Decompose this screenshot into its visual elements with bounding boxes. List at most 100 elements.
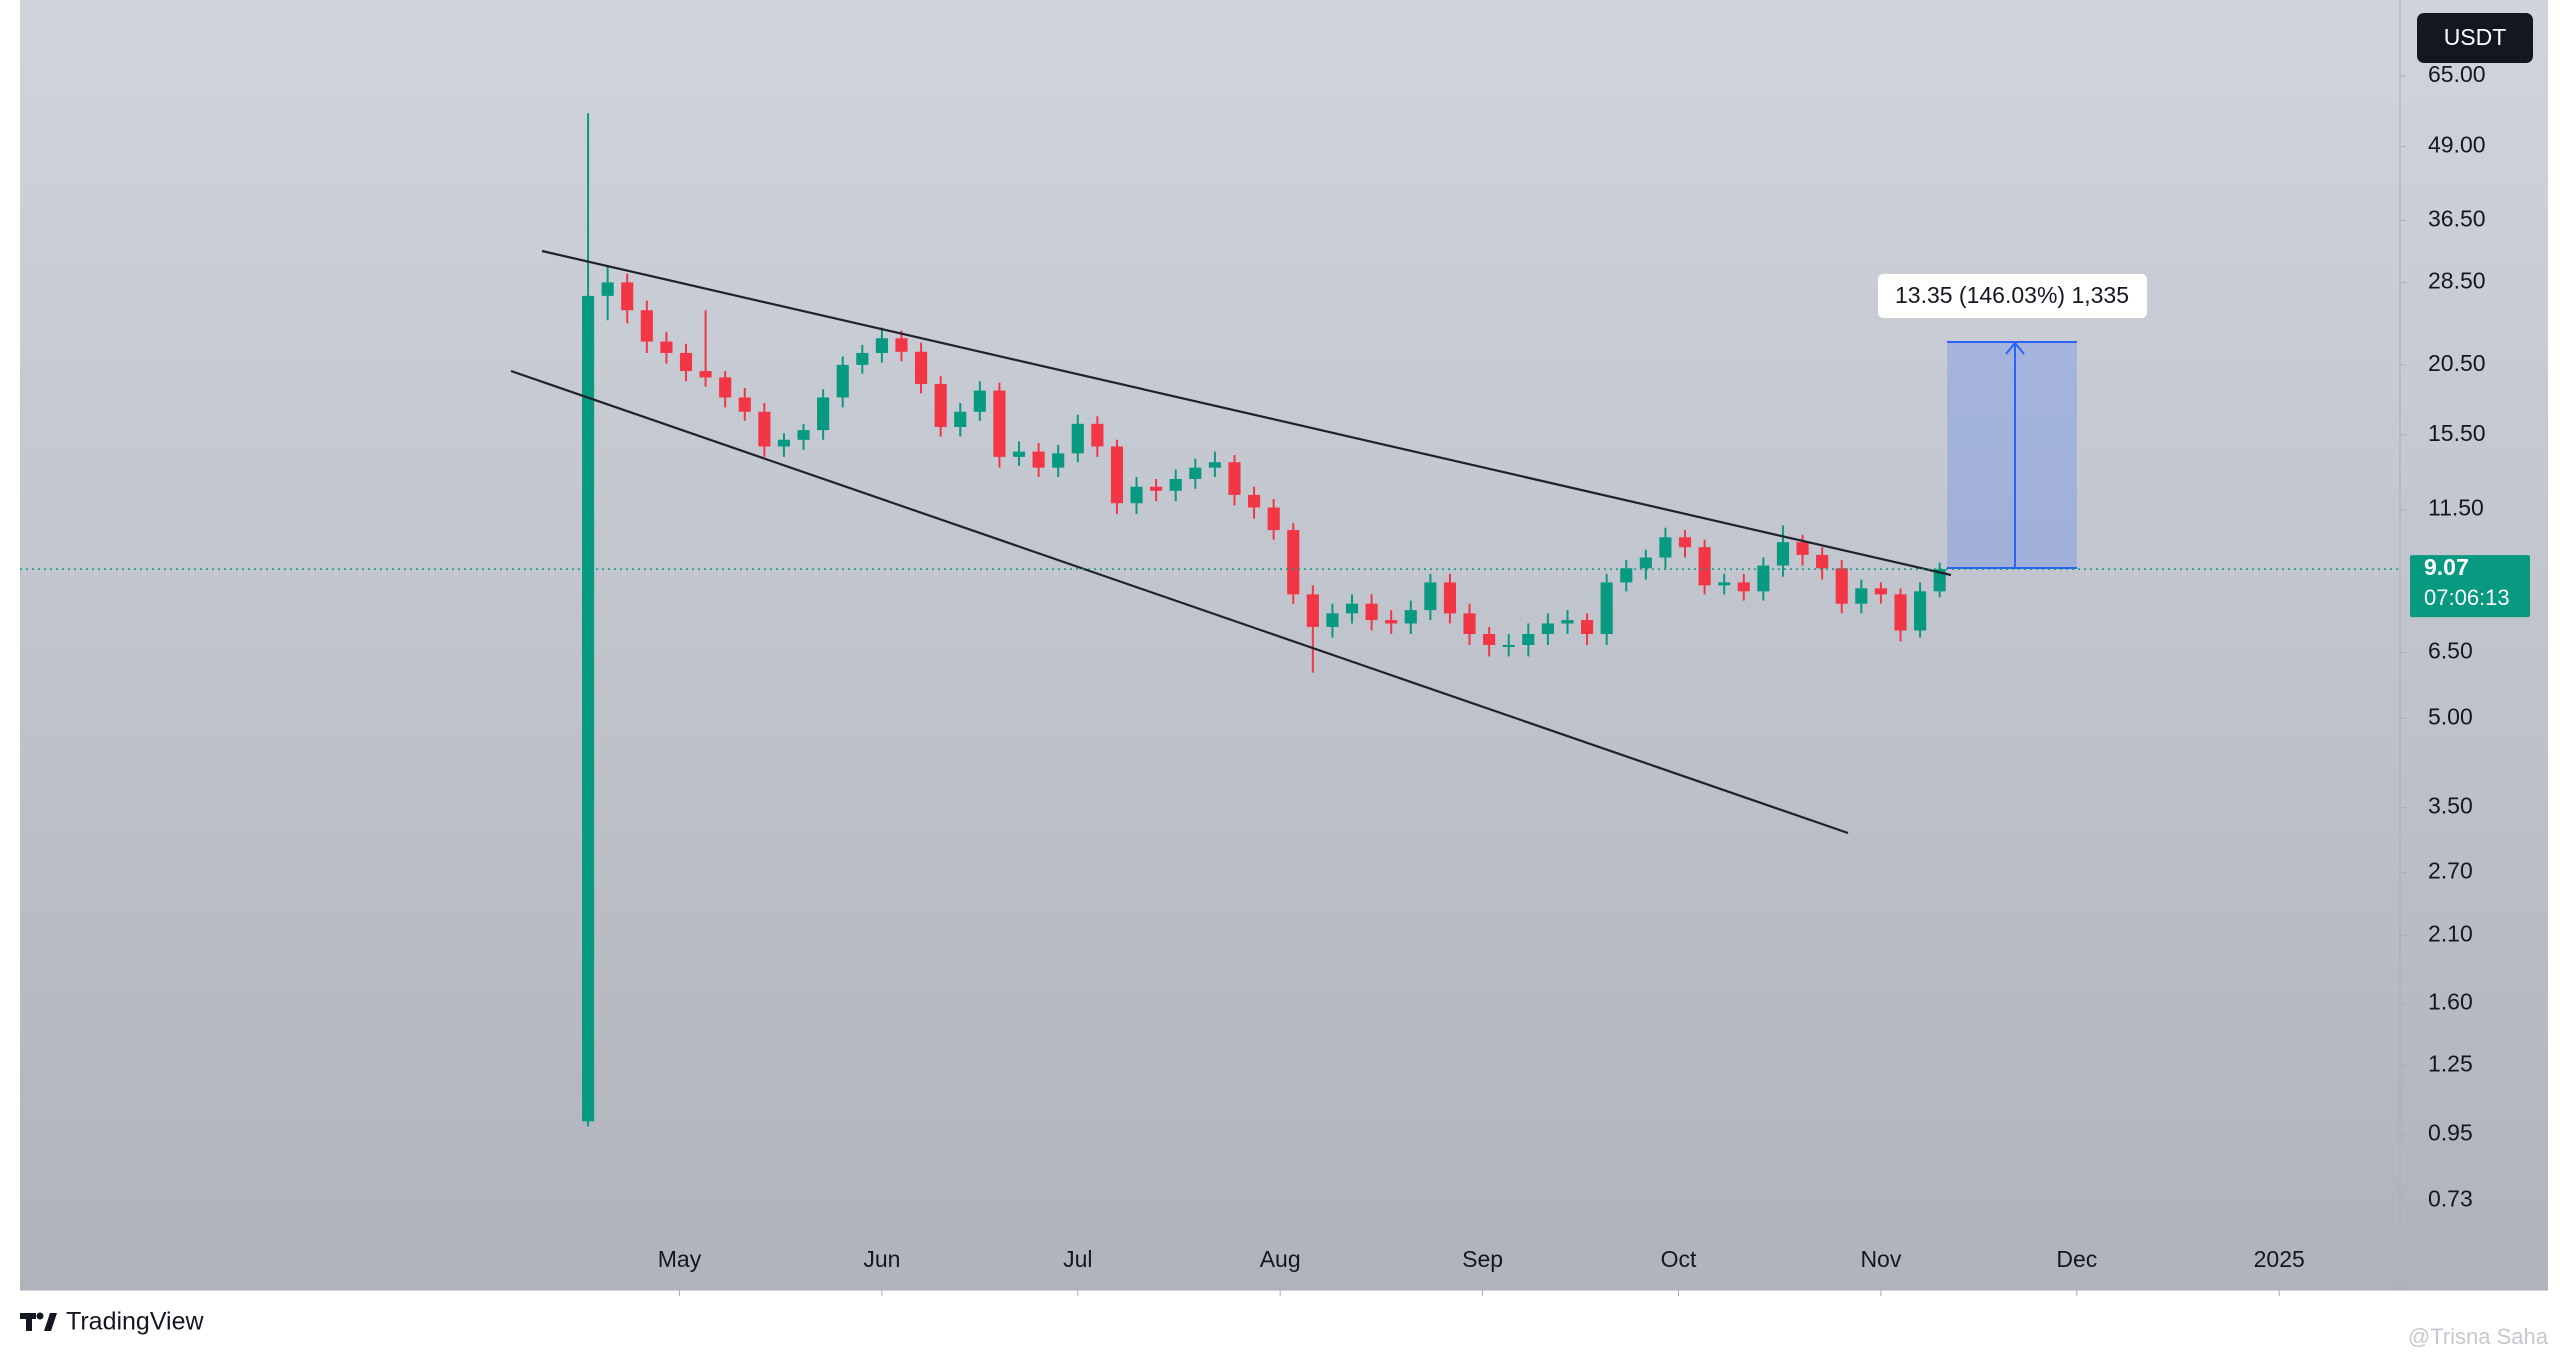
candle-body xyxy=(1248,494,1261,508)
x-tick-label: May xyxy=(658,1246,702,1272)
upper-trendline xyxy=(541,249,1952,577)
candle-body xyxy=(1032,451,1045,468)
candle-body xyxy=(1581,620,1594,635)
y-tick-label: 1.60 xyxy=(2428,989,2473,1015)
y-tick-label: 11.50 xyxy=(2428,495,2484,521)
candle-body xyxy=(993,390,1006,457)
y-tick-label: 20.50 xyxy=(2428,350,2486,376)
price-label-box xyxy=(2410,555,2530,618)
watermark: @Trisna Saha xyxy=(2408,1324,2549,1349)
candle-body xyxy=(934,383,947,427)
candle-body xyxy=(817,397,830,431)
currency-badge[interactable] xyxy=(2417,13,2533,63)
countdown-label: 07:06:13 xyxy=(2424,585,2510,610)
y-tick-label: 3.50 xyxy=(2428,793,2473,819)
y-tick-label: 49.00 xyxy=(2428,132,2486,158)
candle-body xyxy=(1718,582,1731,586)
candle-body xyxy=(621,282,634,311)
y-tick-label: 5.00 xyxy=(2428,703,2473,729)
x-tick-label: Nov xyxy=(1860,1246,1901,1272)
price-label: 9.07 xyxy=(2424,554,2469,580)
candle-body xyxy=(1110,446,1124,504)
candle-body xyxy=(679,352,693,372)
candle-body xyxy=(1189,467,1202,479)
candle-body xyxy=(1483,634,1496,645)
candle-body xyxy=(1365,603,1378,621)
candle-body xyxy=(738,397,751,412)
candle-body xyxy=(1639,557,1652,569)
candle-body xyxy=(581,295,595,1122)
candle-body xyxy=(1404,610,1417,624)
candle-body xyxy=(856,352,869,365)
candle-body xyxy=(758,411,771,447)
candle-body xyxy=(1326,613,1339,627)
candle-body xyxy=(1894,594,1907,631)
candle-body xyxy=(1463,613,1476,635)
candle-body xyxy=(1600,582,1613,635)
y-tick-label: 2.10 xyxy=(2428,921,2473,947)
candle-body xyxy=(1678,537,1692,548)
candle-body xyxy=(1208,462,1221,468)
candle-body xyxy=(1306,594,1319,627)
candle-body xyxy=(660,341,673,353)
candle-body xyxy=(1287,530,1300,595)
plot-background xyxy=(20,0,2548,1290)
x-tick-label: Dec xyxy=(2056,1246,2097,1272)
candle-body xyxy=(1757,565,1770,592)
x-tick-label: Oct xyxy=(1661,1246,1697,1272)
candle-body xyxy=(1052,453,1065,468)
currency-label[interactable]: USDT xyxy=(2444,24,2507,50)
y-tick-label: 0.73 xyxy=(2428,1185,2473,1211)
candle-body xyxy=(640,310,653,342)
y-tick-label: 2.70 xyxy=(2428,858,2473,884)
candle-body xyxy=(1737,582,1750,592)
lower-trendline xyxy=(510,369,1849,835)
y-tick-label: 15.50 xyxy=(2428,420,2486,446)
candle-body xyxy=(1659,537,1672,558)
candle-body xyxy=(1385,620,1398,624)
measure-label-box xyxy=(1878,274,2147,318)
candle-body xyxy=(1698,547,1711,586)
y-tick-label: 36.50 xyxy=(2428,205,2486,231)
brand-name: TradingView xyxy=(66,1308,205,1336)
x-tick-label: Jul xyxy=(1063,1246,1092,1272)
x-tick-label: Jun xyxy=(863,1246,900,1272)
measure-label: 13.35 (146.03%) 1,335 xyxy=(1895,282,2129,308)
candle-body xyxy=(875,338,888,353)
candle-body xyxy=(1620,568,1633,583)
candle-body xyxy=(836,364,849,398)
candle-body xyxy=(1522,634,1535,645)
candle-body xyxy=(954,411,967,427)
candle-body xyxy=(1914,591,1927,631)
x-tick-label: 2025 xyxy=(2254,1246,2305,1272)
measure-arrowhead xyxy=(2005,341,2025,355)
candle-body xyxy=(777,439,791,447)
candle-body xyxy=(1150,486,1163,491)
candle-body xyxy=(973,390,986,412)
candle-body xyxy=(1933,569,1946,592)
candle-body xyxy=(699,371,712,378)
y-tick-label: 1.25 xyxy=(2428,1051,2473,1077)
candle-body xyxy=(601,282,614,296)
candle-body xyxy=(1855,588,1868,604)
y-tick-label: 6.50 xyxy=(2428,638,2473,664)
candle-body xyxy=(719,377,732,398)
candle-body xyxy=(895,338,908,352)
candle-body xyxy=(1561,620,1574,624)
y-tick-label: 65.00 xyxy=(2428,61,2486,87)
candle-body xyxy=(1071,423,1084,454)
candle-body xyxy=(1228,462,1241,495)
candle-body xyxy=(1345,603,1359,614)
current-price: 9.07 07:06:13 xyxy=(20,554,2530,618)
candle-body xyxy=(1776,542,1790,566)
candle-body xyxy=(1874,588,1887,595)
candle-body xyxy=(1443,582,1457,614)
candle-body xyxy=(1267,507,1280,531)
candle-body xyxy=(1541,623,1554,635)
candle-body xyxy=(1130,486,1143,504)
candle-body xyxy=(1835,568,1848,604)
candle-body xyxy=(1424,582,1437,611)
x-tick-label: Sep xyxy=(1462,1246,1503,1272)
